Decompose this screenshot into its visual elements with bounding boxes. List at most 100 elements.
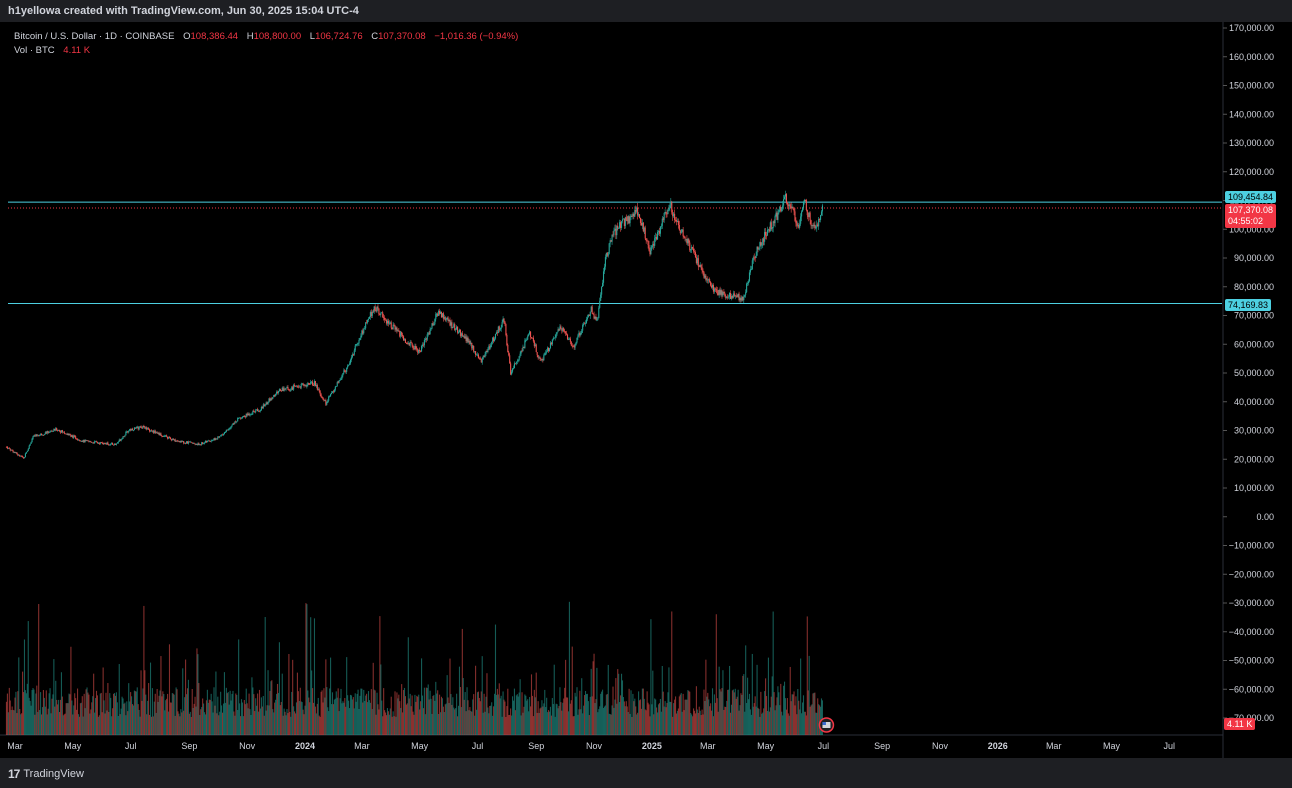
- volume-bar: [58, 711, 61, 735]
- volume-bar: [136, 687, 138, 735]
- candle-body: [297, 386, 299, 388]
- candle-body: [500, 327, 502, 329]
- candle-body: [647, 240, 649, 246]
- volume-bar: [564, 687, 566, 735]
- candle-body: [180, 440, 182, 443]
- volume-bar: [387, 711, 389, 735]
- candle-body: [723, 292, 725, 294]
- chart-frame[interactable]: 170,000.00 160,000.00 150,000.00 140,000.00…: [0, 22, 1292, 758]
- volume-bar: [190, 716, 192, 735]
- volume-bar: [194, 696, 196, 735]
- candle-body: [159, 433, 161, 436]
- volume-bar: [145, 694, 147, 735]
- candle-body: [754, 257, 756, 259]
- volume-bar: [320, 691, 322, 735]
- volume-bar: [677, 708, 679, 735]
- volume-bar: [349, 694, 352, 735]
- volume-bar: [709, 706, 711, 735]
- volume-bar: [285, 715, 287, 735]
- candle-body: [548, 348, 551, 352]
- candle-body: [808, 212, 810, 217]
- volume-bar: [99, 693, 101, 735]
- volume-bar: [89, 713, 91, 735]
- volume-bar: [394, 691, 396, 735]
- candle-body: [328, 396, 330, 401]
- volume-bar: [222, 703, 225, 735]
- volume-bar: [88, 694, 90, 735]
- volume-bar: [100, 692, 102, 735]
- volume-bar: [631, 716, 633, 735]
- candle-body: [730, 296, 733, 299]
- volume-bar: [694, 713, 697, 735]
- volume-bar: [370, 689, 372, 735]
- candle-body: [555, 333, 557, 338]
- volume-bar: [663, 706, 665, 735]
- volume-bar: [319, 716, 321, 735]
- volume-bar: [465, 711, 467, 735]
- candle-body: [72, 435, 74, 438]
- volume-bar: [620, 695, 622, 735]
- volume-bar: [237, 709, 239, 735]
- candle-body: [377, 306, 379, 309]
- volume-bar: [408, 698, 410, 735]
- candle-body: [16, 452, 18, 455]
- candle-body: [68, 433, 70, 436]
- price-chart[interactable]: 170,000.00160,000.00150,000.00140,000.00…: [0, 22, 1292, 758]
- candle-body: [775, 212, 777, 217]
- volume-bar: [123, 703, 125, 735]
- candle-body: [138, 427, 140, 430]
- candle-body: [276, 391, 279, 393]
- volume-bar: [701, 709, 703, 735]
- candle-body: [184, 442, 186, 444]
- candle-body: [13, 451, 15, 453]
- candle-body: [376, 306, 378, 312]
- volume-bar: [292, 659, 294, 735]
- volume-bar: [316, 703, 318, 735]
- volume-bar: [746, 702, 748, 735]
- candle-body: [690, 249, 692, 251]
- volume-bar: [46, 714, 48, 735]
- candle-body: [749, 269, 751, 273]
- candle-body: [235, 421, 237, 423]
- volume-bar: [595, 699, 597, 735]
- candle-body: [621, 219, 624, 222]
- candle-body: [272, 396, 274, 400]
- candle-body: [114, 443, 117, 445]
- volume-bar: [602, 707, 605, 735]
- y-tick-label: 90,000.00: [1234, 253, 1274, 263]
- candle-body: [717, 292, 719, 296]
- candle-body: [693, 251, 696, 253]
- volume-bar: [523, 706, 525, 735]
- candle-body: [588, 314, 590, 316]
- volume-bar: [698, 706, 700, 735]
- volume-bar: [598, 709, 600, 735]
- volume-bar: [273, 712, 275, 735]
- candle-body: [726, 296, 728, 298]
- volume-bar: [84, 708, 86, 735]
- candle-body: [81, 441, 83, 442]
- volume-bar: [135, 691, 137, 735]
- volume-bar: [286, 709, 288, 735]
- volume-bar: [748, 693, 751, 735]
- y-tick-label: 120,000.00: [1229, 167, 1274, 177]
- tradingview-brand[interactable]: 17 TradingView: [8, 767, 84, 781]
- candle-body: [711, 285, 713, 288]
- volume-bar: [761, 713, 763, 735]
- volume-bar: [489, 705, 491, 735]
- candle-body: [559, 326, 561, 331]
- candle-body: [65, 433, 67, 435]
- volume-bar: [814, 692, 816, 735]
- volume-bar: [54, 706, 56, 735]
- y-tick-label: 10,000.00: [1234, 483, 1274, 493]
- volume-bar: [217, 696, 219, 735]
- candle-body: [809, 212, 811, 221]
- volume-bar: [382, 716, 384, 735]
- volume-bar: [15, 691, 17, 735]
- candle-body: [580, 332, 582, 336]
- candle-body: [252, 410, 254, 414]
- volume-bar: [483, 693, 485, 735]
- volume-bar: [554, 716, 556, 735]
- volume-bar: [711, 688, 714, 735]
- candle-body: [19, 454, 21, 457]
- volume-bar: [151, 688, 153, 735]
